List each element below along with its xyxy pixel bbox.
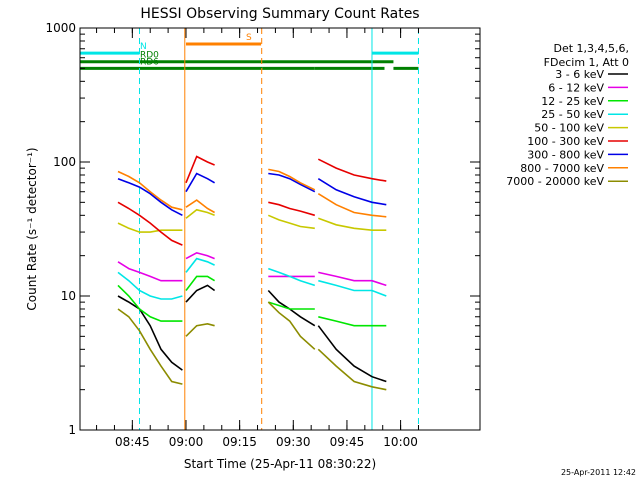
x-tick-label: 10:00 (383, 435, 418, 449)
x-axis-label: Start Time (25-Apr-11 08:30:22) (184, 457, 376, 471)
series-line (185, 275, 216, 291)
series-line (117, 201, 183, 246)
series-line (268, 168, 316, 191)
x-tick-label: 09:45 (330, 435, 365, 449)
series-line (318, 271, 387, 287)
y-tick-label: 1 (68, 423, 76, 437)
series-line (185, 251, 215, 260)
legend-label: 50 - 100 keV (534, 122, 604, 135)
series-line (117, 170, 183, 211)
series-line (117, 284, 183, 322)
series-line (267, 214, 315, 230)
series-line (317, 158, 387, 182)
x-tick-label: 09:30 (276, 435, 311, 449)
legend: Det 1,3,4,5,6, FDecim 1, Att 0 3 - 6 keV… (506, 42, 629, 188)
series-line (268, 267, 316, 287)
series-line (117, 261, 183, 282)
series-line (117, 295, 183, 371)
legend-label: 7000 - 20000 keV (506, 175, 604, 188)
x-tick-label: 08:45 (115, 435, 150, 449)
series-line (117, 271, 183, 300)
flag-label: S (246, 33, 252, 43)
chart-title: HESSI Observing Summary Count Rates (140, 6, 419, 22)
series-line (185, 172, 216, 193)
x-axis-ticks: 08:45 09:00 09:15 09:30 09:45 10:00 (96, 28, 419, 449)
series-line (318, 217, 387, 231)
x-tick-label: 09:15 (222, 435, 257, 449)
legend-label: 800 - 7000 keV (520, 162, 604, 175)
series-line (185, 208, 215, 219)
y-tick-label: 100 (53, 155, 76, 169)
legend-label: 3 - 6 keV (555, 68, 604, 81)
legend-header-line-1: Det 1,3,4,5,6, (553, 42, 629, 55)
y-axis-label: Count Rate (s⁻¹ detector⁻¹) (25, 147, 39, 310)
series-line (117, 177, 183, 217)
y-axis-ticks: 1 10 100 1000 (45, 21, 480, 437)
legend-label: 300 - 800 keV (527, 148, 604, 161)
series-line (117, 222, 183, 233)
flag-label: N (140, 42, 147, 52)
series-line (185, 199, 215, 214)
series-line (268, 201, 316, 217)
series-line (268, 172, 316, 193)
flag-label: RD6 (140, 57, 159, 67)
series-line (185, 322, 215, 337)
series-line (185, 284, 216, 303)
series-line (318, 279, 387, 297)
y-tick-label: 1000 (45, 21, 76, 35)
legend-label: 25 - 50 keV (541, 108, 604, 121)
legend-label: 100 - 300 keV (527, 135, 604, 148)
series-line (318, 316, 387, 327)
x-tick-label: 09:00 (169, 435, 204, 449)
plot-frame (79, 27, 481, 431)
series-line (185, 257, 215, 273)
y-tick-label: 10 (61, 289, 76, 303)
flag-label: RD0 (140, 51, 159, 61)
series-lines (117, 155, 387, 391)
series-line (268, 301, 315, 310)
series-line (317, 325, 387, 383)
series-line (317, 193, 387, 218)
legend-label: 12 - 25 keV (541, 95, 604, 108)
series-line (317, 178, 387, 206)
legend-label: 6 - 12 keV (548, 81, 604, 94)
legend-header-line-2: FDecim 1, Att 0 (544, 56, 629, 69)
series-line (267, 301, 316, 350)
series-line (185, 155, 215, 184)
series-line (117, 308, 183, 385)
series-line (317, 348, 387, 391)
timestamp: 25-Apr-2011 12:42 (561, 468, 636, 477)
